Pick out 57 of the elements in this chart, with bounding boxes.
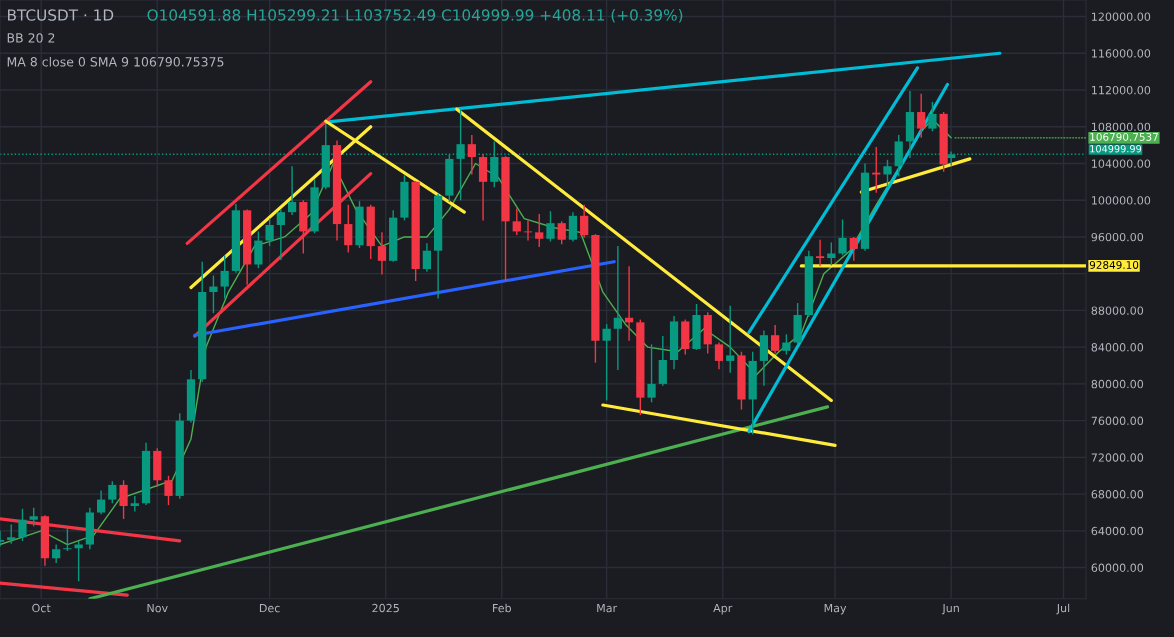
y-tick-label: 84000.00 (1091, 343, 1144, 352)
candlestick (355, 200, 364, 249)
y-tick-label: 108000.00 (1092, 122, 1151, 132)
data-label: 106790.7537 (1090, 132, 1158, 141)
x-tick-label: Nov (147, 603, 168, 613)
y-tick-label: 72000.00 (1091, 453, 1144, 462)
candlestick (591, 233, 600, 364)
x-tick-label: 2025 (372, 603, 399, 613)
annotation: O104591.88 H105299.21 L103752.49 C104999.99 +408.11 (+0.39%) (147, 9, 683, 23)
candlestick (63, 526, 72, 552)
candlestick (535, 213, 544, 248)
candlestick (29, 507, 38, 527)
annotation: BB 20 2 (7, 33, 55, 43)
candlestick (647, 343, 656, 403)
x-tick-label: Apr (713, 603, 733, 615)
x-tick-label: Jun (941, 603, 959, 615)
x-tick-label: Jul (1056, 603, 1070, 615)
y-tick-label: 112000.00 (1092, 85, 1151, 95)
y-tick-label: 100000.00 (1092, 196, 1151, 205)
candlestick (7, 523, 16, 545)
candlestick (692, 303, 701, 351)
y-tick-label: 96000.00 (1091, 232, 1144, 242)
candlestick (501, 155, 510, 282)
candlestick (119, 479, 128, 520)
y-tick-label: 120000.00 (1092, 12, 1151, 21)
candlestick (265, 217, 274, 247)
candlestick (883, 159, 892, 189)
candlestick (838, 218, 847, 257)
annotation: 92849.10 (1089, 261, 1139, 269)
y-tick-label: 64000.00 (1091, 526, 1144, 536)
y-tick-label: 68000.00 (1091, 490, 1144, 499)
chart-title: BTCUSDT · 1D (8, 9, 114, 21)
candlestick (456, 108, 465, 201)
candlestick (164, 475, 173, 506)
candlestick (726, 305, 735, 374)
candlestick (310, 178, 319, 234)
candlestick (737, 351, 746, 411)
y-tick-label: 104000.00 (1092, 159, 1151, 168)
candlestick (400, 174, 409, 222)
candlestick (18, 508, 27, 542)
x-tick-label: Feb (493, 603, 512, 613)
candlestick (827, 241, 836, 267)
y-tick-label: 116000.00 (1092, 49, 1151, 58)
candlestick (928, 101, 937, 133)
candlestick (546, 210, 555, 243)
x-tick-label: Mar (597, 603, 618, 613)
annotation: MA 8 close 0 SMA 9 106790.75375 (7, 56, 224, 67)
x-tick-label: Oct (32, 603, 51, 613)
y-tick-label: 88000.00 (1091, 306, 1144, 315)
candlestick (254, 230, 263, 269)
candlestick (793, 302, 802, 346)
x-tick-label: Dec (259, 603, 280, 613)
y-tick-label: 80000.00 (1091, 379, 1144, 389)
y-tick-label: 76000.00 (1091, 416, 1144, 425)
x-tick-label: May (824, 603, 847, 615)
y-tick-label: 60000.00 (1091, 563, 1144, 572)
ref-line-label: 104999.99 (1090, 145, 1142, 153)
